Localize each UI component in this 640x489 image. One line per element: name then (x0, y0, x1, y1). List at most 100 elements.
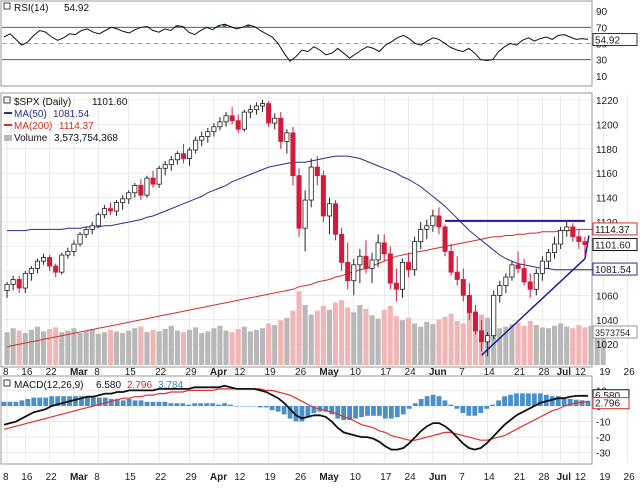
volume-bar (259, 328, 266, 365)
volume-bar (393, 316, 399, 365)
candle-body (351, 264, 357, 282)
volume-bar (4, 332, 10, 365)
candle-body (314, 166, 320, 177)
ma50-value-tag (592, 262, 638, 276)
macd-histogram-bar (251, 406, 257, 407)
volume-bar (509, 324, 515, 365)
volume-bar (186, 329, 193, 365)
x-tick-label: 19 (265, 472, 277, 483)
volume-bar (284, 317, 290, 365)
candle-body (229, 115, 235, 122)
rsi-tick-label: 30 (596, 56, 608, 67)
candle-body (399, 261, 405, 290)
candle-body (387, 253, 393, 284)
volume-bar (162, 329, 168, 365)
price-tick-label: 1140 (596, 194, 618, 205)
macd-histogram-bar (198, 403, 204, 406)
macd-histogram-bar (1, 401, 7, 406)
candle-body (552, 243, 558, 254)
price-value-tag (592, 238, 638, 252)
macd-histogram-bar (412, 403, 418, 406)
x-tick-label: 22 (46, 472, 58, 483)
candle-body (211, 126, 217, 133)
candle-body (479, 330, 485, 343)
macd-histogram-bar (269, 406, 275, 411)
macd-marks (1, 384, 591, 451)
candle-body (126, 192, 132, 200)
x-tick-label: 28 (538, 472, 550, 483)
candle-body (296, 175, 302, 229)
volume-bar (95, 333, 101, 365)
volume-bar (448, 313, 454, 365)
macd-histogram-bar (460, 406, 466, 413)
macd-histogram-bar (108, 399, 114, 406)
macd-line (3, 384, 588, 451)
candle-body (357, 255, 363, 266)
macd-histogram-bar (102, 397, 108, 406)
macd-histogram-bar (496, 400, 502, 406)
candle-body (180, 153, 186, 159)
x-tick-label: 24 (405, 367, 417, 378)
candle-body (345, 261, 351, 282)
candle-body (16, 279, 22, 289)
macd-histogram-bar (257, 406, 263, 408)
x-tick-label: 14 (484, 367, 496, 378)
last-price: 1101.60 (92, 97, 128, 108)
volume-bar (296, 291, 302, 365)
candle-body (290, 132, 296, 177)
candle-body (59, 254, 65, 273)
volume-bar (314, 310, 320, 365)
macd-histogram-bar (228, 404, 233, 406)
x-tick-label: 26 (295, 367, 307, 378)
x-tick-label: 12 (234, 367, 246, 378)
x-tick-label: 17 (380, 367, 392, 378)
ma200-label: MA(200) (14, 121, 52, 132)
macd-histogram-bar (162, 401, 168, 406)
macd-histogram-bar (120, 400, 126, 406)
volume-bar (320, 305, 326, 365)
macd-histogram-bar (305, 406, 311, 418)
volume-bar (28, 329, 34, 365)
macd-histogram-bar (472, 406, 478, 416)
macd-histogram-bar (138, 400, 144, 406)
macd-histogram-bar (275, 406, 281, 412)
macd-histogram-bar (85, 396, 90, 406)
price-tick-label: 1180 (596, 145, 618, 156)
candle-body (199, 136, 205, 141)
candle-body (187, 149, 193, 159)
volume-bar (418, 326, 424, 365)
candle-body (22, 272, 28, 289)
macd-label: MACD(12,26,9) (14, 380, 83, 391)
volume-bar (442, 317, 448, 365)
candle-body (363, 255, 369, 269)
macd-histogram-bar (371, 406, 376, 416)
candle-body (564, 226, 570, 232)
candle-body (77, 233, 83, 245)
volume-bar (241, 326, 247, 365)
macd-histogram-bar (180, 403, 186, 406)
candles (4, 99, 588, 357)
volume-bar (40, 331, 47, 365)
x-tick-label: 15 (125, 367, 137, 378)
volume-bar (22, 333, 28, 365)
volume-bar (223, 330, 229, 365)
candle-body (241, 111, 247, 130)
candle-body (375, 242, 381, 261)
candle-body (412, 241, 418, 271)
macd-histogram-bar (204, 403, 210, 406)
macd-title: MACD(12,26,9) 6.580 2.796 3.784 (3, 379, 183, 391)
macd-histogram-bar (245, 406, 251, 407)
x-tick-label: 22 (155, 472, 167, 483)
volume-bar (205, 331, 211, 365)
macd-histogram-bar (168, 403, 174, 406)
volume-bar (326, 309, 333, 365)
candle-body (65, 250, 71, 256)
candle-body (448, 250, 454, 273)
macd-tick-label: -20 (596, 433, 611, 444)
macd-histogram-bar (430, 394, 436, 406)
volume-bar (89, 329, 95, 365)
x-tick-label: 16 (21, 472, 33, 483)
volume-bar (551, 325, 558, 365)
x-tick-label: 12 (234, 472, 246, 483)
macd-histogram-bar (293, 406, 299, 422)
